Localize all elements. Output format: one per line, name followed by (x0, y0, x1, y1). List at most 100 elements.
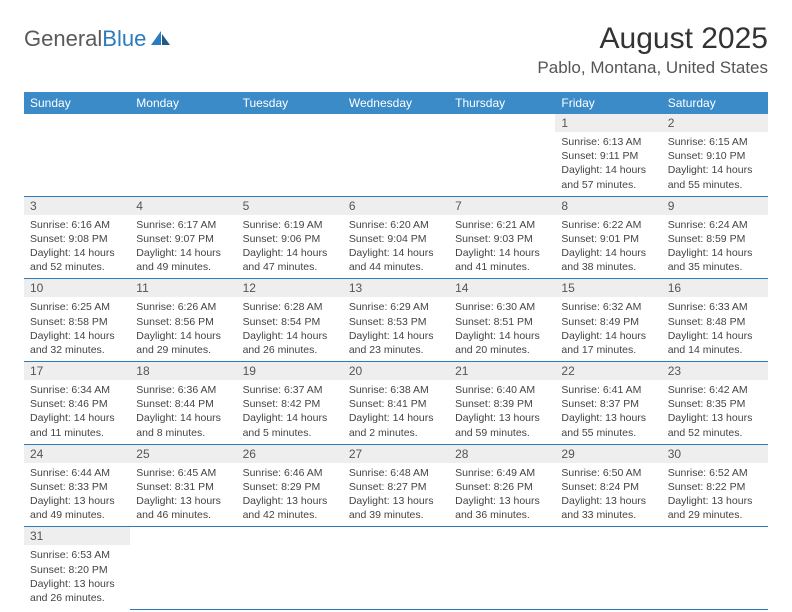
calendar-head: SundayMondayTuesdayWednesdayThursdayFrid… (24, 92, 768, 114)
weekday-header: Friday (555, 92, 661, 114)
weekday-header: Wednesday (343, 92, 449, 114)
day-number: 7 (449, 197, 555, 215)
day-body: Sunrise: 6:45 AMSunset: 8:31 PMDaylight:… (130, 463, 236, 527)
calendar-cell (662, 527, 768, 609)
day-body: Sunrise: 6:52 AMSunset: 8:22 PMDaylight:… (662, 463, 768, 527)
day-number: 19 (237, 362, 343, 380)
day-number: 13 (343, 279, 449, 297)
weekday-header: Tuesday (237, 92, 343, 114)
day-number: 24 (24, 445, 130, 463)
day-number: 28 (449, 445, 555, 463)
day-body: Sunrise: 6:24 AMSunset: 8:59 PMDaylight:… (662, 215, 768, 279)
calendar-cell: 18Sunrise: 6:36 AMSunset: 8:44 PMDayligh… (130, 362, 236, 445)
day-number: 29 (555, 445, 661, 463)
day-body: Sunrise: 6:36 AMSunset: 8:44 PMDaylight:… (130, 380, 236, 444)
day-number: 16 (662, 279, 768, 297)
day-body: Sunrise: 6:46 AMSunset: 8:29 PMDaylight:… (237, 463, 343, 527)
calendar-cell (449, 114, 555, 196)
calendar-cell: 27Sunrise: 6:48 AMSunset: 8:27 PMDayligh… (343, 444, 449, 527)
day-body: Sunrise: 6:13 AMSunset: 9:11 PMDaylight:… (555, 132, 661, 196)
day-body: Sunrise: 6:53 AMSunset: 8:20 PMDaylight:… (24, 545, 130, 609)
calendar-cell: 9Sunrise: 6:24 AMSunset: 8:59 PMDaylight… (662, 196, 768, 279)
day-number: 4 (130, 197, 236, 215)
calendar-cell: 20Sunrise: 6:38 AMSunset: 8:41 PMDayligh… (343, 362, 449, 445)
calendar-cell (237, 527, 343, 609)
day-number: 5 (237, 197, 343, 215)
day-number: 3 (24, 197, 130, 215)
calendar-cell: 3Sunrise: 6:16 AMSunset: 9:08 PMDaylight… (24, 196, 130, 279)
calendar-cell: 15Sunrise: 6:32 AMSunset: 8:49 PMDayligh… (555, 279, 661, 362)
day-body: Sunrise: 6:50 AMSunset: 8:24 PMDaylight:… (555, 463, 661, 527)
day-number: 6 (343, 197, 449, 215)
day-body: Sunrise: 6:44 AMSunset: 8:33 PMDaylight:… (24, 463, 130, 527)
calendar-cell: 8Sunrise: 6:22 AMSunset: 9:01 PMDaylight… (555, 196, 661, 279)
weekday-header: Monday (130, 92, 236, 114)
day-number: 18 (130, 362, 236, 380)
day-body: Sunrise: 6:30 AMSunset: 8:51 PMDaylight:… (449, 297, 555, 361)
calendar-cell: 2Sunrise: 6:15 AMSunset: 9:10 PMDaylight… (662, 114, 768, 196)
calendar-cell: 30Sunrise: 6:52 AMSunset: 8:22 PMDayligh… (662, 444, 768, 527)
calendar-cell: 17Sunrise: 6:34 AMSunset: 8:46 PMDayligh… (24, 362, 130, 445)
calendar-cell: 22Sunrise: 6:41 AMSunset: 8:37 PMDayligh… (555, 362, 661, 445)
day-number: 26 (237, 445, 343, 463)
day-body: Sunrise: 6:16 AMSunset: 9:08 PMDaylight:… (24, 215, 130, 279)
calendar-table: SundayMondayTuesdayWednesdayThursdayFrid… (24, 92, 768, 610)
day-number: 22 (555, 362, 661, 380)
calendar-cell: 1Sunrise: 6:13 AMSunset: 9:11 PMDaylight… (555, 114, 661, 196)
day-body: Sunrise: 6:42 AMSunset: 8:35 PMDaylight:… (662, 380, 768, 444)
day-number: 23 (662, 362, 768, 380)
calendar-cell: 5Sunrise: 6:19 AMSunset: 9:06 PMDaylight… (237, 196, 343, 279)
calendar-cell: 23Sunrise: 6:42 AMSunset: 8:35 PMDayligh… (662, 362, 768, 445)
day-body: Sunrise: 6:48 AMSunset: 8:27 PMDaylight:… (343, 463, 449, 527)
calendar-cell (24, 114, 130, 196)
brand-part2: Blue (102, 26, 146, 52)
calendar-cell: 14Sunrise: 6:30 AMSunset: 8:51 PMDayligh… (449, 279, 555, 362)
calendar-cell: 16Sunrise: 6:33 AMSunset: 8:48 PMDayligh… (662, 279, 768, 362)
calendar-cell (449, 527, 555, 609)
day-number: 11 (130, 279, 236, 297)
weekday-header: Thursday (449, 92, 555, 114)
weekday-header: Sunday (24, 92, 130, 114)
day-body: Sunrise: 6:49 AMSunset: 8:26 PMDaylight:… (449, 463, 555, 527)
calendar-cell: 28Sunrise: 6:49 AMSunset: 8:26 PMDayligh… (449, 444, 555, 527)
calendar-cell (343, 527, 449, 609)
day-number: 8 (555, 197, 661, 215)
location: Pablo, Montana, United States (537, 58, 768, 78)
day-body: Sunrise: 6:40 AMSunset: 8:39 PMDaylight:… (449, 380, 555, 444)
day-body: Sunrise: 6:17 AMSunset: 9:07 PMDaylight:… (130, 215, 236, 279)
day-number: 14 (449, 279, 555, 297)
day-number: 20 (343, 362, 449, 380)
sail-icon (150, 30, 172, 48)
day-body: Sunrise: 6:29 AMSunset: 8:53 PMDaylight:… (343, 297, 449, 361)
calendar-cell (237, 114, 343, 196)
day-body: Sunrise: 6:32 AMSunset: 8:49 PMDaylight:… (555, 297, 661, 361)
calendar-cell (130, 527, 236, 609)
brand-part1: General (24, 26, 102, 52)
day-number: 27 (343, 445, 449, 463)
day-number: 2 (662, 114, 768, 132)
calendar-cell: 21Sunrise: 6:40 AMSunset: 8:39 PMDayligh… (449, 362, 555, 445)
day-number: 9 (662, 197, 768, 215)
day-number: 31 (24, 527, 130, 545)
day-body: Sunrise: 6:19 AMSunset: 9:06 PMDaylight:… (237, 215, 343, 279)
calendar-cell: 12Sunrise: 6:28 AMSunset: 8:54 PMDayligh… (237, 279, 343, 362)
month-year: August 2025 (537, 22, 768, 56)
brand-logo: GeneralBlue (24, 22, 172, 52)
day-body: Sunrise: 6:28 AMSunset: 8:54 PMDaylight:… (237, 297, 343, 361)
day-body: Sunrise: 6:15 AMSunset: 9:10 PMDaylight:… (662, 132, 768, 196)
day-number: 21 (449, 362, 555, 380)
calendar-cell (130, 114, 236, 196)
calendar-cell (343, 114, 449, 196)
weekday-header: Saturday (662, 92, 768, 114)
calendar-cell: 11Sunrise: 6:26 AMSunset: 8:56 PMDayligh… (130, 279, 236, 362)
day-number: 12 (237, 279, 343, 297)
day-number: 17 (24, 362, 130, 380)
calendar-body: 1Sunrise: 6:13 AMSunset: 9:11 PMDaylight… (24, 114, 768, 609)
day-body: Sunrise: 6:21 AMSunset: 9:03 PMDaylight:… (449, 215, 555, 279)
day-number: 25 (130, 445, 236, 463)
calendar-cell: 24Sunrise: 6:44 AMSunset: 8:33 PMDayligh… (24, 444, 130, 527)
day-number: 10 (24, 279, 130, 297)
calendar-cell: 6Sunrise: 6:20 AMSunset: 9:04 PMDaylight… (343, 196, 449, 279)
page-header: GeneralBlue August 2025 Pablo, Montana, … (24, 22, 768, 78)
day-body: Sunrise: 6:25 AMSunset: 8:58 PMDaylight:… (24, 297, 130, 361)
